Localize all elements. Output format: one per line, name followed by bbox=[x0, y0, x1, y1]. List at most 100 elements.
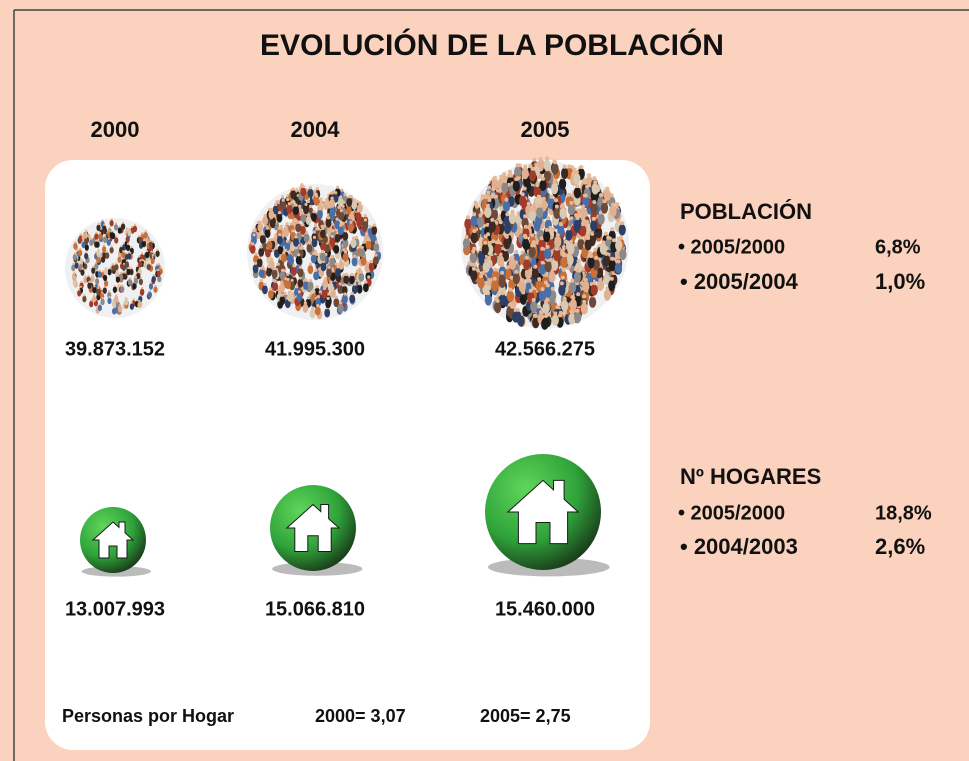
person bbox=[279, 283, 285, 292]
population-count: 39.873.152 bbox=[65, 338, 165, 360]
head bbox=[99, 270, 101, 272]
head bbox=[340, 209, 343, 212]
person bbox=[126, 269, 130, 276]
person bbox=[156, 250, 160, 257]
person bbox=[142, 241, 146, 248]
head bbox=[278, 211, 281, 214]
person bbox=[308, 265, 314, 274]
head bbox=[99, 303, 101, 305]
person bbox=[542, 317, 549, 328]
person bbox=[138, 261, 142, 268]
head bbox=[80, 234, 82, 236]
head bbox=[490, 218, 494, 222]
person bbox=[152, 276, 156, 283]
head bbox=[137, 271, 139, 273]
person bbox=[113, 286, 117, 293]
head bbox=[120, 245, 122, 247]
person bbox=[268, 290, 274, 299]
person bbox=[89, 239, 93, 246]
head bbox=[505, 235, 509, 239]
head bbox=[510, 255, 514, 259]
head bbox=[97, 223, 99, 225]
head bbox=[84, 275, 86, 277]
person bbox=[138, 237, 142, 244]
person bbox=[277, 213, 283, 222]
head bbox=[268, 238, 271, 241]
person bbox=[346, 205, 352, 214]
person bbox=[110, 232, 114, 239]
person bbox=[137, 302, 141, 309]
head bbox=[493, 176, 497, 180]
head bbox=[605, 187, 609, 191]
person bbox=[84, 238, 88, 245]
head bbox=[527, 202, 531, 206]
person bbox=[101, 299, 105, 306]
head bbox=[309, 263, 312, 266]
head bbox=[295, 204, 298, 207]
head bbox=[616, 259, 620, 263]
head bbox=[336, 218, 339, 221]
head bbox=[138, 300, 140, 302]
head bbox=[115, 294, 117, 296]
row-value: 1,0% bbox=[875, 269, 925, 294]
head bbox=[524, 235, 528, 239]
person bbox=[295, 223, 301, 232]
person bbox=[98, 305, 102, 312]
head bbox=[331, 197, 334, 200]
head bbox=[575, 268, 579, 272]
head bbox=[289, 290, 292, 293]
person bbox=[107, 298, 111, 305]
head bbox=[551, 287, 555, 291]
head bbox=[571, 296, 575, 300]
head bbox=[318, 207, 321, 210]
head bbox=[465, 235, 469, 239]
head bbox=[102, 297, 104, 299]
head bbox=[541, 261, 545, 265]
head bbox=[327, 216, 330, 219]
head bbox=[582, 300, 586, 304]
person bbox=[539, 290, 546, 301]
person bbox=[73, 243, 77, 250]
person bbox=[268, 210, 274, 219]
head bbox=[316, 304, 319, 307]
head bbox=[145, 260, 147, 262]
head bbox=[143, 239, 145, 241]
head bbox=[259, 221, 262, 224]
person bbox=[320, 229, 326, 238]
head bbox=[576, 292, 580, 296]
head bbox=[141, 232, 143, 234]
person bbox=[297, 293, 303, 302]
head bbox=[121, 285, 123, 287]
person bbox=[91, 267, 95, 274]
person bbox=[503, 201, 510, 212]
head bbox=[606, 236, 610, 240]
person bbox=[72, 275, 76, 282]
head bbox=[79, 248, 81, 250]
person bbox=[98, 271, 102, 278]
head bbox=[127, 243, 129, 245]
head bbox=[562, 253, 566, 257]
head bbox=[537, 277, 541, 281]
head bbox=[156, 264, 158, 266]
head bbox=[524, 225, 528, 229]
head bbox=[358, 282, 361, 285]
head bbox=[266, 227, 269, 230]
head bbox=[312, 252, 315, 255]
head bbox=[569, 240, 573, 244]
person bbox=[507, 291, 514, 302]
head bbox=[493, 268, 497, 272]
head bbox=[274, 236, 277, 239]
person bbox=[267, 241, 273, 250]
person bbox=[75, 262, 79, 269]
head bbox=[105, 267, 107, 269]
person bbox=[494, 302, 501, 313]
head bbox=[304, 301, 307, 304]
head bbox=[274, 280, 277, 283]
head bbox=[290, 222, 293, 225]
head bbox=[321, 250, 324, 253]
head bbox=[139, 259, 141, 261]
person bbox=[532, 268, 539, 279]
row-value: 6,8% bbox=[875, 236, 921, 258]
person bbox=[121, 252, 125, 259]
head bbox=[261, 232, 264, 235]
